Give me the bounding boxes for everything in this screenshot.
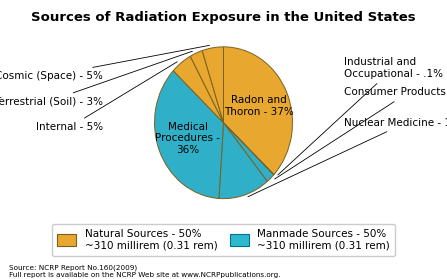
Text: Sources of Radiation Exposure in the United States: Sources of Radiation Exposure in the Uni… [31, 11, 416, 24]
Text: Terrestrial (Soil) - 3%: Terrestrial (Soil) - 3% [0, 51, 192, 107]
Text: Industrial and
Occupational - .1%: Industrial and Occupational - .1% [278, 57, 443, 175]
Text: Nuclear Medicine - 12%: Nuclear Medicine - 12% [248, 118, 447, 197]
Text: Consumer Products - 2%: Consumer Products - 2% [275, 87, 447, 179]
Text: Internal - 5%: Internal - 5% [36, 62, 177, 132]
Text: Cosmic (Space) - 5%: Cosmic (Space) - 5% [0, 45, 210, 81]
Wedge shape [224, 47, 292, 175]
Text: Radon and
Thoron - 37%: Radon and Thoron - 37% [224, 95, 294, 117]
Legend: Natural Sources - 50%
~310 millirem (0.31 rem), Manmade Sources - 50%
~310 milli: Natural Sources - 50% ~310 millirem (0.3… [52, 224, 395, 256]
Text: Medical
Procedures -
36%: Medical Procedures - 36% [155, 122, 220, 155]
Wedge shape [190, 50, 224, 123]
Wedge shape [155, 71, 224, 198]
Text: Source: NCRP Report No.160(2009)
Full report is available on the NCRP Web site a: Source: NCRP Report No.160(2009) Full re… [9, 264, 280, 278]
Wedge shape [219, 123, 267, 199]
Wedge shape [202, 47, 224, 123]
Wedge shape [224, 123, 274, 175]
Wedge shape [173, 56, 224, 123]
Wedge shape [224, 123, 274, 181]
